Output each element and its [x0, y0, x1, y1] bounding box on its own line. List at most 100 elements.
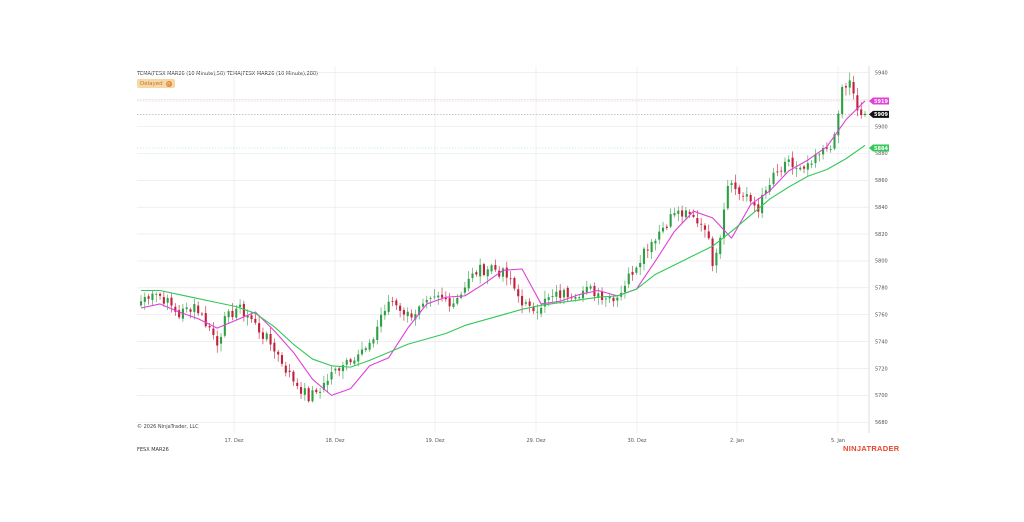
- candle-body: [360, 349, 364, 355]
- candle-body: [578, 297, 581, 299]
- candle-body: [429, 298, 432, 299]
- candle-body: [536, 311, 539, 313]
- candle-body: [170, 297, 173, 306]
- candle-body: [616, 297, 619, 301]
- candle-body: [768, 184, 771, 192]
- candle-body: [799, 167, 802, 170]
- candle-body: [219, 336, 223, 344]
- candle-body: [501, 268, 505, 277]
- candle-body: [753, 202, 756, 206]
- candle-body: [658, 231, 661, 240]
- candle-body: [440, 294, 444, 298]
- candle-body: [742, 195, 745, 197]
- y-tick-label: 5800: [875, 259, 888, 265]
- candle-body: [139, 301, 143, 306]
- candle-body: [467, 278, 470, 289]
- candle-body: [677, 210, 680, 214]
- candle-body: [197, 305, 200, 314]
- candle-body: [437, 295, 440, 298]
- candle-body: [155, 293, 158, 295]
- candle-body: [722, 209, 726, 239]
- candle-body: [738, 187, 741, 194]
- candle-body: [715, 252, 718, 266]
- candle-body: [837, 113, 840, 136]
- candle-body: [780, 170, 783, 172]
- candle-body: [627, 273, 630, 285]
- candle-body: [189, 309, 192, 312]
- candle-body: [292, 371, 295, 382]
- candle-body: [341, 365, 345, 372]
- candle-body: [479, 264, 482, 277]
- candle-body: [399, 305, 402, 311]
- price-marker-label: 5884: [874, 146, 888, 152]
- candle-body: [841, 87, 844, 114]
- candle-body: [684, 210, 687, 218]
- candle-body: [524, 302, 527, 304]
- candle-body: [372, 339, 375, 344]
- y-tick-label: 5780: [875, 286, 888, 292]
- candle-body: [349, 359, 352, 363]
- candle-body: [570, 297, 573, 299]
- candle-body: [764, 190, 767, 194]
- candle-body: [726, 185, 729, 209]
- candle-body: [368, 342, 371, 350]
- candle-body: [311, 390, 314, 402]
- candle-body: [566, 287, 569, 298]
- candle-body: [444, 298, 447, 300]
- candle-body: [543, 298, 546, 307]
- candle-body: [661, 227, 665, 232]
- candle-body: [322, 382, 325, 390]
- candle-body: [696, 217, 699, 224]
- candle-body: [162, 297, 165, 304]
- candle-body: [387, 301, 390, 312]
- candle-body: [345, 360, 348, 365]
- candle-body: [475, 272, 478, 275]
- candle-body: [650, 241, 653, 253]
- candle-body: [810, 163, 813, 165]
- candle-body: [410, 313, 413, 318]
- y-tick-label: 5940: [875, 71, 888, 77]
- candle-body: [307, 388, 310, 402]
- indicator-legend: TEMA(FESX MAR26 (10 Minute),50) TEMA(FES…: [137, 71, 319, 77]
- candle-body: [707, 231, 710, 239]
- candle-body: [383, 310, 386, 316]
- candle-body: [208, 326, 211, 328]
- price-marker-flag: [869, 144, 889, 152]
- candle-body: [280, 355, 284, 364]
- y-tick-label: 5860: [875, 178, 888, 184]
- candle-body: [482, 264, 486, 275]
- candle-body: [463, 287, 466, 293]
- delayed-badge[interactable]: Delayed ◷: [137, 79, 175, 88]
- instrument-label: FESX MAR26: [137, 447, 169, 453]
- candle-body: [288, 370, 291, 372]
- candle-body: [425, 299, 428, 303]
- candle-body: [631, 272, 634, 275]
- candle-body: [559, 290, 562, 298]
- candle-body: [802, 166, 806, 169]
- candle-body: [818, 154, 821, 156]
- candle-body: [330, 372, 333, 380]
- candle-body: [795, 168, 798, 170]
- candle-body: [143, 296, 146, 302]
- candle-body: [227, 311, 230, 318]
- candle-body: [223, 316, 226, 336]
- candle-body: [574, 296, 577, 299]
- candle-body: [509, 278, 512, 280]
- candle-body: [730, 183, 733, 186]
- y-tick-label: 5700: [875, 393, 888, 399]
- x-tick-label: 2. Jan: [730, 438, 744, 444]
- candle-body: [421, 303, 425, 307]
- candle-body: [646, 249, 649, 251]
- candle-body: [654, 240, 657, 244]
- candle-body: [490, 265, 493, 272]
- candle-body: [334, 368, 337, 371]
- candle-body: [178, 310, 181, 318]
- price-marker-flag: [869, 110, 889, 118]
- candle-body: [185, 307, 188, 310]
- y-tick-label: 5720: [875, 366, 888, 372]
- tema-50-line: [140, 100, 866, 396]
- candle-body: [673, 213, 676, 216]
- candle-body: [734, 182, 737, 190]
- candle-body: [562, 289, 566, 298]
